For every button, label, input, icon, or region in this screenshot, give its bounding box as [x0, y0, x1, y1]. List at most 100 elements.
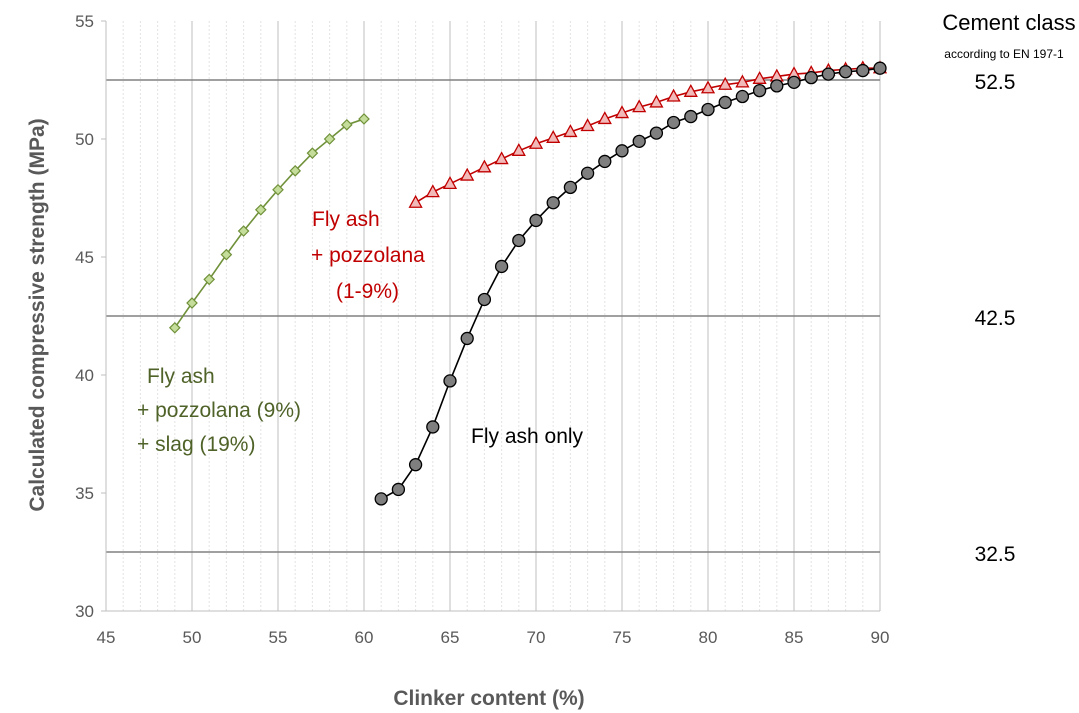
- cement-class-values: 52.5 42.5 32.5: [975, 71, 1016, 566]
- data-series: [168, 60, 888, 506]
- data-point: [787, 75, 801, 90]
- annotation-red: Fly ash + pozzolana (1-9%): [311, 208, 425, 303]
- data-point: [272, 183, 284, 196]
- data-point: [752, 83, 767, 98]
- data-point: [614, 105, 630, 119]
- data-point: [649, 126, 664, 140]
- data-point: [529, 213, 543, 228]
- axes: [101, 20, 880, 612]
- cement-class-subtitle: according to EN 197-1: [944, 47, 1064, 61]
- annotation-green: Fly ash + pozzolana (9%) + slag (19%): [137, 365, 301, 456]
- annotation-green-line-2: + pozzolana (9%): [137, 399, 301, 422]
- data-point: [340, 118, 353, 131]
- cement-class-value: 32.5: [975, 543, 1016, 566]
- annotation-red-line-1: Fly ash: [312, 208, 380, 231]
- data-point: [289, 165, 302, 177]
- data-point: [546, 129, 561, 143]
- data-point: [718, 95, 732, 110]
- data-point: [186, 297, 198, 309]
- data-point: [563, 180, 578, 195]
- data-point: [735, 74, 750, 88]
- data-point: [700, 80, 716, 94]
- cement-class-lines: [106, 79, 880, 553]
- data-point: [512, 233, 526, 248]
- data-point: [684, 109, 698, 124]
- annotation-red-line-2: + pozzolana: [311, 244, 425, 267]
- y-tick-label: 55: [75, 12, 94, 31]
- x-tick-label: 80: [699, 628, 718, 647]
- y-axis-label: Calculated compressive strength (MPa): [26, 118, 49, 511]
- y-tick-label: 50: [75, 130, 94, 149]
- y-tick-label: 30: [75, 602, 94, 621]
- data-point: [391, 482, 406, 497]
- series-triangle: [408, 60, 888, 208]
- data-point: [838, 65, 853, 79]
- annotation-red-line-3: (1-9%): [336, 280, 399, 303]
- data-point: [752, 70, 767, 84]
- cement-class-title: Cement class: [942, 10, 1075, 35]
- data-point: [374, 492, 388, 506]
- data-point: [237, 225, 250, 237]
- x-tick-label: 50: [183, 628, 202, 647]
- x-tick-label: 70: [527, 628, 546, 647]
- series-line: [415, 67, 880, 204]
- data-point: [735, 89, 750, 104]
- data-point: [683, 83, 698, 97]
- y-tick-labels: 30 35 40 45 50 55: [75, 12, 94, 621]
- cement-class-value: 52.5: [975, 71, 1016, 94]
- data-point: [597, 111, 612, 125]
- x-axis-label: Clinker content (%): [393, 687, 584, 710]
- annotation-green-line-1: Fly ash: [147, 365, 215, 388]
- x-tick-label: 45: [97, 628, 116, 647]
- data-point: [477, 159, 492, 173]
- data-point: [477, 292, 492, 307]
- data-point: [425, 184, 440, 198]
- data-point: [494, 259, 509, 274]
- annotation-green-line-3: + slag (19%): [137, 433, 255, 456]
- data-point: [598, 154, 612, 169]
- x-tick-label: 85: [785, 628, 804, 647]
- x-tick-label: 75: [613, 628, 632, 647]
- series-circle: [374, 61, 887, 506]
- data-point: [770, 79, 784, 93]
- data-point: [442, 175, 458, 189]
- x-tick-labels: 45 50 55 60 65 70 75 80 85 90: [97, 628, 890, 647]
- x-tick-label: 55: [269, 628, 288, 647]
- data-point: [494, 151, 509, 165]
- data-point: [666, 88, 681, 102]
- data-point: [666, 115, 681, 130]
- data-point: [563, 124, 578, 138]
- data-point: [460, 331, 474, 346]
- data-point: [203, 273, 216, 286]
- data-point: [632, 134, 646, 149]
- data-point: [408, 458, 423, 472]
- data-point: [443, 374, 457, 388]
- data-point: [580, 118, 595, 132]
- data-point: [821, 67, 836, 81]
- data-point: [856, 63, 870, 78]
- data-point: [220, 248, 233, 261]
- data-point: [546, 196, 560, 210]
- series-diamond: [168, 113, 370, 334]
- data-point: [873, 61, 887, 75]
- data-point: [632, 99, 647, 113]
- data-point: [718, 76, 733, 90]
- series-line: [380, 67, 881, 500]
- data-point: [426, 420, 440, 434]
- data-point: [460, 167, 475, 181]
- data-point: [358, 113, 370, 125]
- y-tick-label: 45: [75, 248, 94, 267]
- y-tick-label: 35: [75, 484, 94, 503]
- x-tick-label: 65: [441, 628, 460, 647]
- data-point: [701, 102, 715, 117]
- data-point: [580, 166, 595, 180]
- x-tick-label: 90: [871, 628, 890, 647]
- data-point: [511, 142, 526, 156]
- data-point: [528, 135, 544, 149]
- y-tick-label: 40: [75, 366, 94, 385]
- data-point: [254, 203, 267, 216]
- data-point: [168, 321, 181, 334]
- data-point: [323, 133, 336, 145]
- annotation-black: Fly ash only: [471, 425, 584, 448]
- data-point: [649, 94, 664, 108]
